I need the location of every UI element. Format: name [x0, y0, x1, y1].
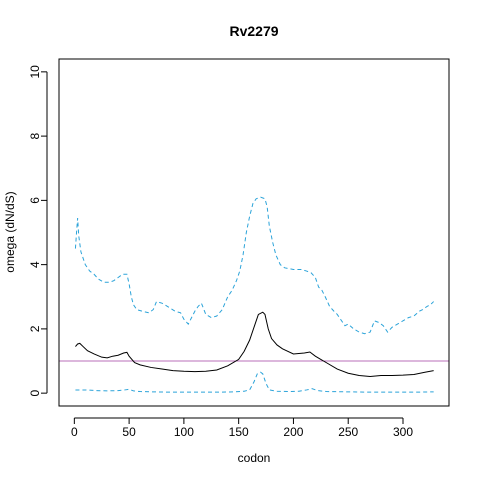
x-tick-label: 100: [174, 425, 194, 439]
y-tick-label: 2: [28, 325, 42, 332]
series-layer: [59, 196, 449, 393]
plot-frame: [58, 58, 450, 407]
x-tick-label: 200: [283, 425, 303, 439]
chart-title: Rv2279: [229, 23, 278, 39]
y-tick-label: 4: [28, 261, 42, 268]
y-tick-label: 0: [28, 389, 42, 396]
y-tick-label: 10: [28, 65, 42, 79]
y-axis-label: omega (dN/dS): [3, 191, 17, 272]
x-tick-label: 300: [393, 425, 413, 439]
x-tick-label: 0: [71, 425, 78, 439]
series-line-1: [74, 196, 435, 335]
series-line-2: [75, 371, 434, 393]
x-tick-label: 250: [338, 425, 358, 439]
x-axis-label: codon: [238, 451, 271, 465]
x-axis: 0 50 100 150 200 250 300: [71, 417, 413, 439]
y-axis: 0 2 4 6 8 10: [28, 65, 48, 396]
y-tick-label: 8: [28, 132, 42, 139]
x-tick-label: 50: [122, 425, 136, 439]
x-tick-label: 150: [229, 425, 249, 439]
y-tick-label: 6: [28, 197, 42, 204]
series-line-0: [75, 311, 434, 377]
